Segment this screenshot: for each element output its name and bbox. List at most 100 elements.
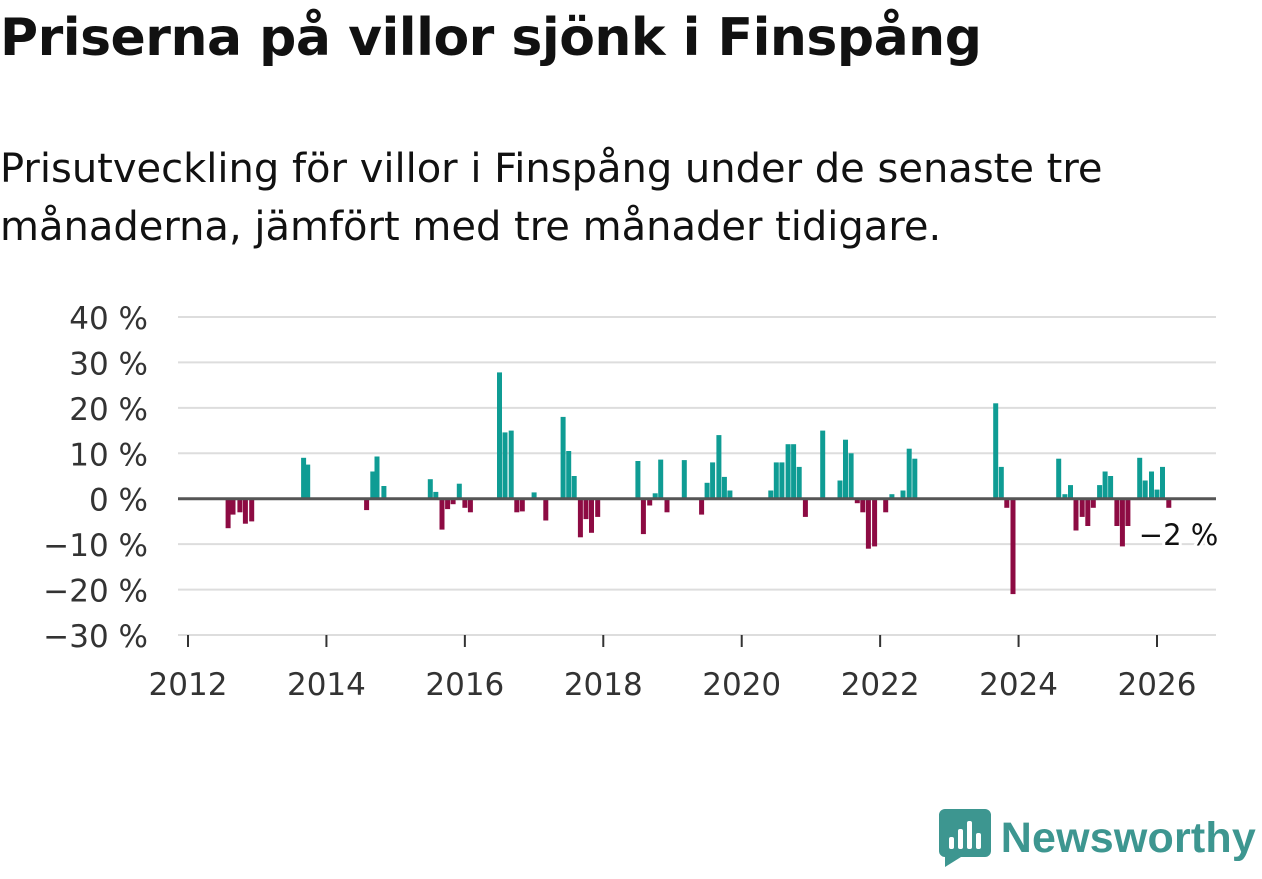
bar bbox=[710, 462, 716, 499]
bar bbox=[640, 498, 646, 535]
bar bbox=[1137, 457, 1143, 499]
bar bbox=[1166, 498, 1172, 508]
bar bbox=[906, 448, 912, 499]
bar bbox=[664, 498, 670, 513]
x-tick-label: 2014 bbox=[287, 667, 366, 703]
bar bbox=[374, 456, 380, 499]
bar bbox=[571, 476, 577, 499]
bar bbox=[900, 490, 906, 499]
bar bbox=[848, 453, 854, 499]
bar bbox=[721, 476, 727, 499]
bar bbox=[773, 462, 779, 499]
bar bbox=[381, 486, 387, 499]
bar bbox=[658, 459, 664, 499]
bar bbox=[1085, 498, 1091, 526]
brand: Newsworthy bbox=[938, 809, 1256, 867]
y-tick-label: 30 % bbox=[69, 346, 148, 382]
bar bbox=[1160, 466, 1165, 499]
bar bbox=[652, 493, 658, 499]
bar bbox=[1108, 476, 1114, 499]
bar bbox=[1125, 498, 1131, 526]
bar bbox=[865, 498, 871, 549]
bar bbox=[225, 498, 231, 529]
x-tick-label: 2022 bbox=[841, 667, 920, 703]
y-tick-label: −30 % bbox=[43, 619, 148, 655]
bar bbox=[589, 498, 594, 533]
page-subtitle: Prisutveckling för villor i Finspång und… bbox=[0, 146, 1103, 250]
bar bbox=[439, 498, 445, 530]
bar bbox=[566, 451, 572, 499]
y-tick-label: 20 % bbox=[69, 392, 148, 428]
bar bbox=[1142, 480, 1148, 499]
bar bbox=[462, 498, 468, 508]
bar bbox=[791, 444, 797, 499]
bar bbox=[1102, 471, 1108, 499]
bar bbox=[230, 498, 236, 515]
x-tick-label: 2012 bbox=[149, 667, 228, 703]
y-tick-label: −20 % bbox=[43, 574, 148, 610]
bar bbox=[912, 458, 918, 499]
bar bbox=[1079, 498, 1085, 517]
y-tick-label: 0 % bbox=[89, 483, 148, 519]
bar bbox=[1004, 498, 1010, 508]
bar bbox=[1090, 498, 1096, 508]
y-tick-label: 40 % bbox=[69, 301, 148, 337]
bar bbox=[502, 432, 508, 499]
y-axis: 40 % 30 % 20 % 10 % 0 % −10 % −20 % −30 % bbox=[43, 301, 148, 655]
bar bbox=[237, 498, 243, 513]
annotation-label: −2 % bbox=[1139, 518, 1219, 552]
bars bbox=[225, 372, 1172, 595]
bar bbox=[508, 430, 514, 499]
page-title: Priserna på villor sjönk i Finspång bbox=[0, 8, 982, 68]
bar bbox=[497, 372, 502, 499]
newsworthy-logo-icon bbox=[938, 809, 991, 867]
bar bbox=[802, 498, 808, 517]
bar bbox=[242, 498, 248, 524]
bar bbox=[993, 403, 999, 499]
bar bbox=[768, 490, 774, 499]
bar bbox=[370, 471, 376, 499]
bar bbox=[445, 498, 451, 510]
y-tick-label: −10 % bbox=[43, 528, 148, 564]
bar bbox=[364, 498, 370, 511]
bar bbox=[427, 479, 433, 499]
x-tick-label: 2018 bbox=[564, 667, 643, 703]
bar bbox=[301, 457, 307, 499]
bar bbox=[433, 491, 439, 499]
x-tick-label: 2020 bbox=[702, 667, 781, 703]
bar bbox=[1068, 485, 1073, 499]
bar bbox=[647, 498, 653, 506]
bar bbox=[1056, 458, 1062, 499]
bar bbox=[635, 461, 641, 499]
annotation-group: −2 % bbox=[1136, 515, 1222, 555]
bar bbox=[450, 498, 456, 505]
bar bbox=[820, 430, 826, 499]
bar bbox=[543, 498, 549, 521]
bar-chart: 40 % 30 % 20 % 10 % 0 % −10 % −20 % −30 % 2012 2… bbox=[43, 301, 1222, 703]
grid-lines bbox=[178, 316, 1216, 636]
bar bbox=[1073, 498, 1079, 531]
bar bbox=[531, 492, 537, 499]
bar bbox=[872, 498, 878, 547]
bar bbox=[519, 498, 525, 512]
x-tick-label: 2016 bbox=[425, 667, 504, 703]
bar bbox=[1097, 485, 1103, 499]
bar bbox=[681, 460, 687, 499]
bar bbox=[998, 466, 1004, 499]
bar bbox=[467, 498, 473, 513]
bar bbox=[854, 498, 860, 504]
bar bbox=[1119, 498, 1125, 547]
bar bbox=[785, 444, 791, 499]
bar bbox=[514, 498, 520, 513]
bar bbox=[1149, 471, 1154, 499]
bar bbox=[716, 435, 722, 499]
bar bbox=[595, 498, 601, 517]
bar bbox=[796, 466, 802, 499]
bar bbox=[699, 498, 705, 515]
brand-name: Newsworthy bbox=[1000, 813, 1256, 862]
bar bbox=[249, 498, 255, 522]
bar bbox=[779, 462, 785, 499]
bar bbox=[889, 494, 895, 499]
y-tick-label: 10 % bbox=[69, 437, 148, 473]
bar bbox=[843, 439, 848, 499]
